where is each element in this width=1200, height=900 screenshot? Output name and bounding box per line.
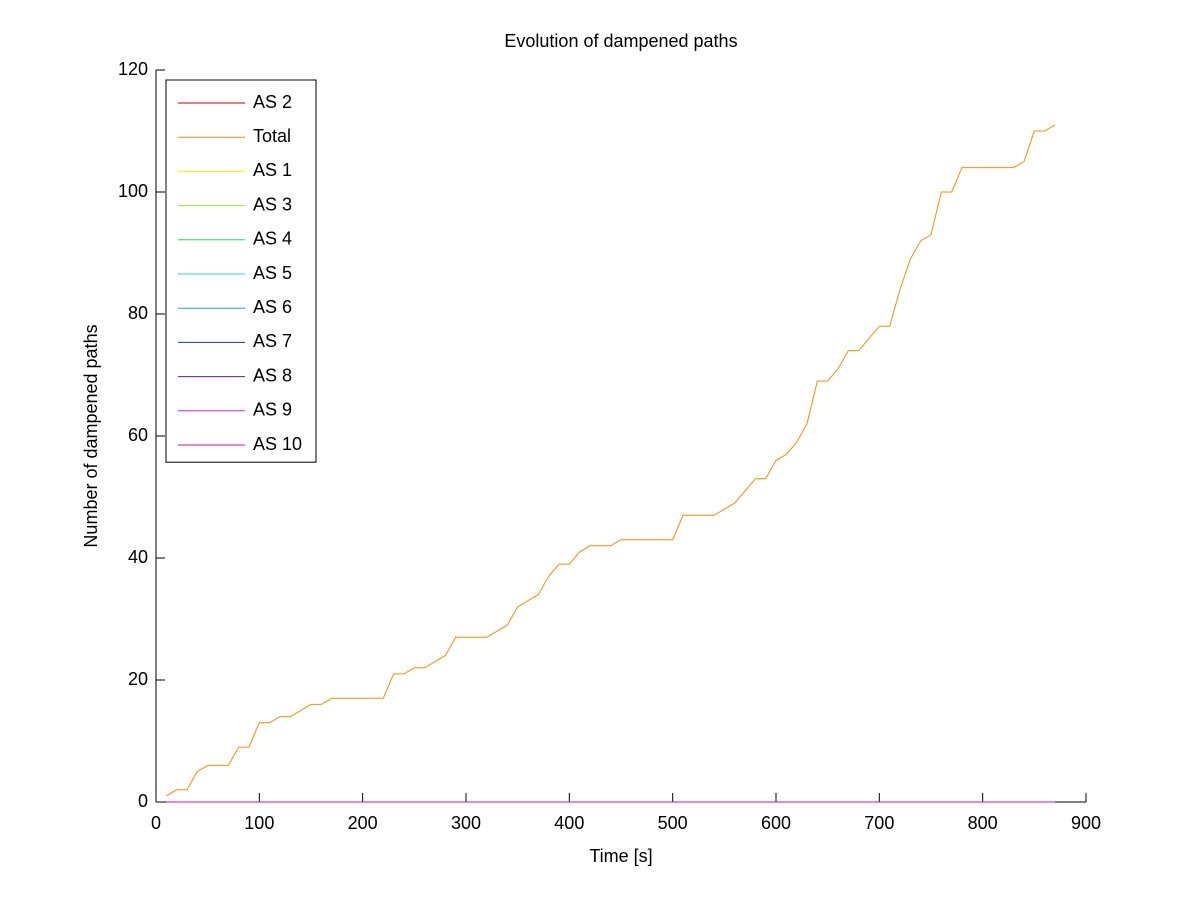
x-axis-label: Time [s] — [589, 846, 652, 866]
x-tick-label: 0 — [151, 813, 161, 833]
y-tick-label: 60 — [128, 425, 148, 445]
legend-label: AS 9 — [253, 400, 292, 420]
y-tick-label: 100 — [118, 181, 148, 201]
legend-label: AS 6 — [253, 297, 292, 317]
legend-label: AS 4 — [253, 229, 292, 249]
legend-label: AS 8 — [253, 365, 292, 385]
series-line — [166, 124, 1056, 797]
x-tick-label: 400 — [554, 813, 584, 833]
legend-label: Total — [253, 126, 291, 146]
x-tick-label: 900 — [1071, 813, 1101, 833]
y-tick-label: 120 — [118, 59, 148, 79]
x-tick-label: 600 — [761, 813, 791, 833]
y-tick-label: 20 — [128, 669, 148, 689]
x-tick-label: 300 — [451, 813, 481, 833]
y-axis-label: Number of dampened paths — [81, 324, 101, 547]
legend-label: AS 2 — [253, 92, 292, 112]
y-tick-label: 80 — [128, 303, 148, 323]
legend-label: AS 7 — [253, 331, 292, 351]
legend-label: AS 1 — [253, 160, 292, 180]
x-tick-label: 200 — [348, 813, 378, 833]
x-tick-label: 700 — [864, 813, 894, 833]
x-tick-label: 500 — [658, 813, 688, 833]
legend-label: AS 10 — [253, 434, 302, 454]
legend-label: AS 3 — [253, 194, 292, 214]
y-tick-label: 0 — [138, 791, 148, 811]
x-tick-label: 800 — [968, 813, 998, 833]
y-tick-label: 40 — [128, 547, 148, 567]
chart-title: Evolution of dampened paths — [504, 31, 737, 51]
x-tick-label: 100 — [244, 813, 274, 833]
legend-label: AS 5 — [253, 263, 292, 283]
legend-box — [165, 79, 317, 463]
